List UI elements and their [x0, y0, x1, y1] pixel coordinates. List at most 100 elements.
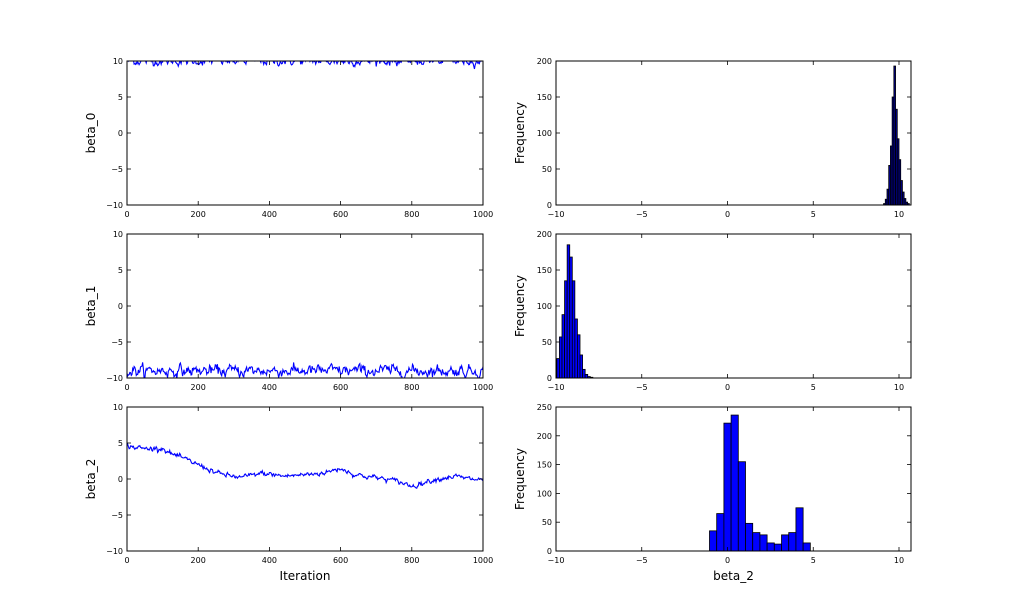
y-tick-label: 200	[537, 57, 552, 66]
y-tick-label: 50	[542, 165, 552, 174]
y-tick-label: 100	[537, 489, 552, 498]
x-tick-label: 1000	[473, 383, 493, 392]
y-axis-label: Frequency	[513, 448, 527, 510]
y-tick-label: −10	[106, 547, 123, 556]
axes-frame	[126, 406, 484, 552]
histogram-bar	[716, 513, 725, 551]
y-axis-label: Frequency	[513, 102, 527, 164]
y-tick-label: 0	[547, 374, 552, 383]
y-tick-label: 150	[537, 93, 552, 102]
x-tick-label: 5	[811, 383, 816, 392]
x-tick-label: 0	[124, 210, 129, 219]
x-tick-label: −5	[636, 210, 648, 219]
histogram-bar	[745, 522, 754, 551]
y-tick-label: −5	[111, 511, 123, 520]
axes-frame	[555, 406, 912, 552]
y-tick-label: 10	[113, 403, 123, 412]
trace-line	[127, 61, 482, 70]
histogram-bar	[737, 461, 746, 551]
y-tick-label: 50	[542, 338, 552, 347]
x-tick-label: 1000	[473, 556, 493, 565]
y-tick-label: 0	[547, 201, 552, 210]
y-tick-label: 100	[537, 302, 552, 311]
x-tick-label: 600	[333, 210, 348, 219]
x-tick-label: 1000	[473, 210, 493, 219]
histogram-bar	[709, 530, 718, 551]
y-tick-label: 5	[118, 93, 123, 102]
trace-plot-beta-1: 0 200 400 600 800 1000 10 5 0 −5 −10 beta_1	[84, 230, 493, 392]
histogram-bar	[752, 532, 761, 551]
histogram-beta-1: −10 −5 0 5 10 200 150 100 50 0 Frequency	[513, 230, 912, 392]
trace-plot-beta-2: 0 200 400 600 800 1000 10 5 0 −5 −10 beta_2 Iteratio…	[84, 403, 493, 583]
y-tick-label: 5	[118, 439, 123, 448]
x-tick-label: 600	[333, 383, 348, 392]
x-tick-label: 200	[191, 556, 206, 565]
y-tick-label: 0	[118, 129, 123, 138]
x-tick-label: −5	[636, 383, 648, 392]
x-tick-label: 400	[262, 383, 277, 392]
x-tick-label: 0	[124, 556, 129, 565]
x-tick-label: 10	[894, 383, 904, 392]
y-tick-label: 10	[113, 57, 123, 66]
histogram-beta-2: −10 −5 0 5 10 250 200 150 100 50 0 Frequency beta_2	[513, 403, 912, 583]
histogram-bar	[802, 542, 811, 551]
x-tick-label: 800	[404, 383, 419, 392]
y-tick-label: 200	[537, 230, 552, 239]
axes-frame	[555, 233, 912, 379]
histogram-bar	[781, 534, 790, 551]
y-tick-label: 250	[537, 403, 552, 412]
x-tick-label: 5	[811, 210, 816, 219]
x-tick-label: 10	[894, 210, 904, 219]
histogram-bar	[795, 507, 804, 551]
y-tick-label: −10	[106, 201, 123, 210]
x-tick-label: 0	[124, 383, 129, 392]
x-tick-label: −10	[548, 383, 565, 392]
x-tick-label: 800	[404, 556, 419, 565]
histogram-bar	[773, 543, 782, 551]
y-tick-label: 0	[547, 547, 552, 556]
y-axis-label: beta_2	[84, 459, 98, 500]
trace-plot-beta-0: 0 200 400 600 800 1000 10 5 0 −5 −10 beta_0	[84, 57, 493, 219]
x-tick-label: 200	[191, 210, 206, 219]
y-tick-label: −5	[111, 165, 123, 174]
x-tick-label: −5	[636, 556, 648, 565]
y-tick-label: −10	[106, 374, 123, 383]
y-tick-label: 100	[537, 129, 552, 138]
trace-line	[127, 361, 483, 378]
plot-marks	[127, 361, 483, 378]
y-axis-label: beta_1	[84, 286, 98, 327]
y-tick-label: 10	[113, 230, 123, 239]
y-tick-label: 150	[537, 461, 552, 470]
trace-line	[127, 442, 483, 489]
y-tick-label: 200	[537, 432, 552, 441]
x-tick-label: 600	[333, 556, 348, 565]
y-tick-label: 5	[118, 266, 123, 275]
y-axis-label: beta_0	[84, 113, 98, 154]
x-tick-label: −10	[548, 556, 565, 565]
x-tick-label: 0	[725, 556, 730, 565]
x-tick-label: 400	[262, 556, 277, 565]
plot-marks	[556, 244, 594, 378]
x-tick-label: −10	[548, 210, 565, 219]
axes-frame	[555, 60, 912, 206]
histogram-bar	[723, 422, 732, 551]
plot-marks	[127, 442, 483, 489]
axes-frame	[126, 233, 484, 379]
x-tick-label: 800	[404, 210, 419, 219]
x-tick-label: 0	[725, 210, 730, 219]
x-tick-label: 200	[191, 383, 206, 392]
y-tick-label: 150	[537, 266, 552, 275]
plot-marks	[709, 414, 811, 551]
histogram-bar	[788, 532, 797, 551]
x-tick-label: 0	[725, 383, 730, 392]
y-axis-label: Frequency	[513, 275, 527, 337]
x-tick-label: 400	[262, 210, 277, 219]
plot-marks	[883, 65, 910, 205]
x-tick-label: 5	[811, 556, 816, 565]
x-tick-label: 10	[894, 556, 904, 565]
x-axis-label: beta_2	[713, 569, 754, 583]
histogram-bar	[730, 414, 739, 551]
plot-marks	[127, 61, 482, 70]
histogram-beta-0: −10 −5 0 5 10 200 150 100 50 0 Frequency	[513, 57, 912, 219]
